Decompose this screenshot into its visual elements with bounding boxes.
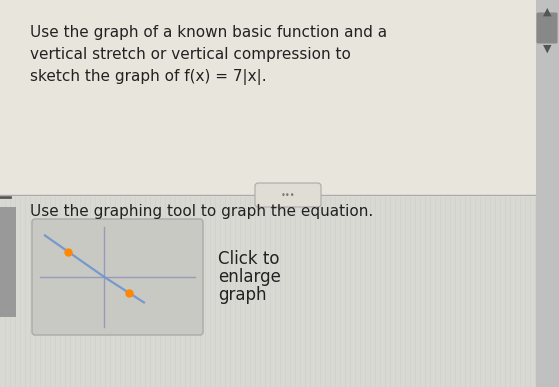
Text: sketch the graph of f(x) = 7|x|.: sketch the graph of f(x) = 7|x|. [30, 69, 267, 85]
FancyBboxPatch shape [0, 207, 16, 317]
FancyBboxPatch shape [32, 219, 203, 335]
Text: vertical stretch or vertical compression to: vertical stretch or vertical compression… [30, 47, 351, 62]
FancyBboxPatch shape [537, 12, 557, 43]
Text: ▼: ▼ [543, 44, 551, 54]
FancyBboxPatch shape [0, 197, 559, 387]
Text: graph: graph [218, 286, 267, 304]
Text: Use the graph of a known basic function and a: Use the graph of a known basic function … [30, 25, 387, 40]
FancyBboxPatch shape [0, 0, 559, 197]
Text: enlarge: enlarge [218, 268, 281, 286]
FancyBboxPatch shape [255, 183, 321, 207]
Text: Use the graphing tool to graph the equation.: Use the graphing tool to graph the equat… [30, 204, 373, 219]
Text: •••: ••• [281, 190, 295, 200]
Text: Click to: Click to [218, 250, 280, 268]
FancyBboxPatch shape [536, 0, 559, 387]
Text: ▲: ▲ [543, 7, 551, 17]
